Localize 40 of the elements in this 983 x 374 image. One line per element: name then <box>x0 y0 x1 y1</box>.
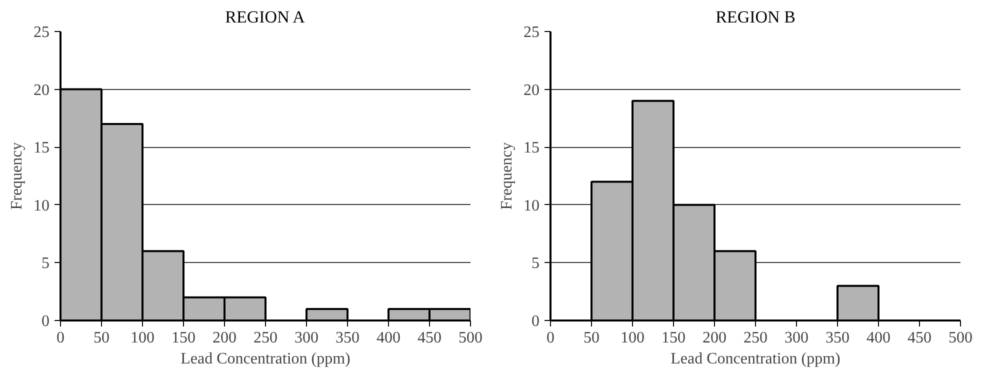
x-axis-title: Lead Concentration (ppm) <box>180 350 350 368</box>
x-tick-label: 200 <box>212 330 236 346</box>
x-tick-label: 500 <box>948 330 972 346</box>
y-tick-label: 10 <box>34 197 50 214</box>
y-tick-label: 0 <box>42 313 50 330</box>
x-tick-label: 300 <box>294 330 318 346</box>
y-tick-label: 15 <box>524 140 540 157</box>
x-tick-label: 250 <box>254 330 278 346</box>
x-tick-label: 400 <box>866 330 890 346</box>
y-tick-label: 5 <box>532 255 540 272</box>
x-tick-label: 300 <box>784 330 808 346</box>
x-tick-label: 450 <box>908 330 932 346</box>
x-axis-title: Lead Concentration (ppm) <box>670 350 840 368</box>
x-tick-label: 0 <box>56 330 64 346</box>
chart-title: REGION B <box>716 8 796 26</box>
y-tick-label: 15 <box>34 140 50 157</box>
y-tick-label: 25 <box>34 24 50 41</box>
x-tick-label: 150 <box>172 330 196 346</box>
x-tick-label: 0 <box>546 330 554 346</box>
x-tick-label: 50 <box>94 330 110 346</box>
x-tick-label: 400 <box>376 330 400 346</box>
chart-title: REGION A <box>225 8 306 26</box>
x-tick-label: 150 <box>662 330 686 346</box>
x-tick-label: 350 <box>826 330 850 346</box>
y-tick-label: 20 <box>34 82 50 99</box>
x-tick-label: 450 <box>418 330 442 346</box>
y-tick-label: 5 <box>42 255 50 272</box>
y-tick-label: 25 <box>524 24 540 41</box>
x-tick-label: 350 <box>336 330 360 346</box>
y-tick-label: 20 <box>524 82 540 99</box>
x-tick-label: 100 <box>620 330 644 346</box>
x-tick-label: 500 <box>458 330 482 346</box>
y-axis-title: Frequency <box>498 142 516 210</box>
x-tick-label: 250 <box>744 330 768 346</box>
x-tick-label: 100 <box>130 330 154 346</box>
x-tick-label: 200 <box>702 330 726 346</box>
x-tick-label: 50 <box>584 330 600 346</box>
y-axis-title: Frequency <box>8 142 26 210</box>
y-tick-label: 10 <box>524 197 540 214</box>
y-tick-label: 0 <box>532 313 540 330</box>
